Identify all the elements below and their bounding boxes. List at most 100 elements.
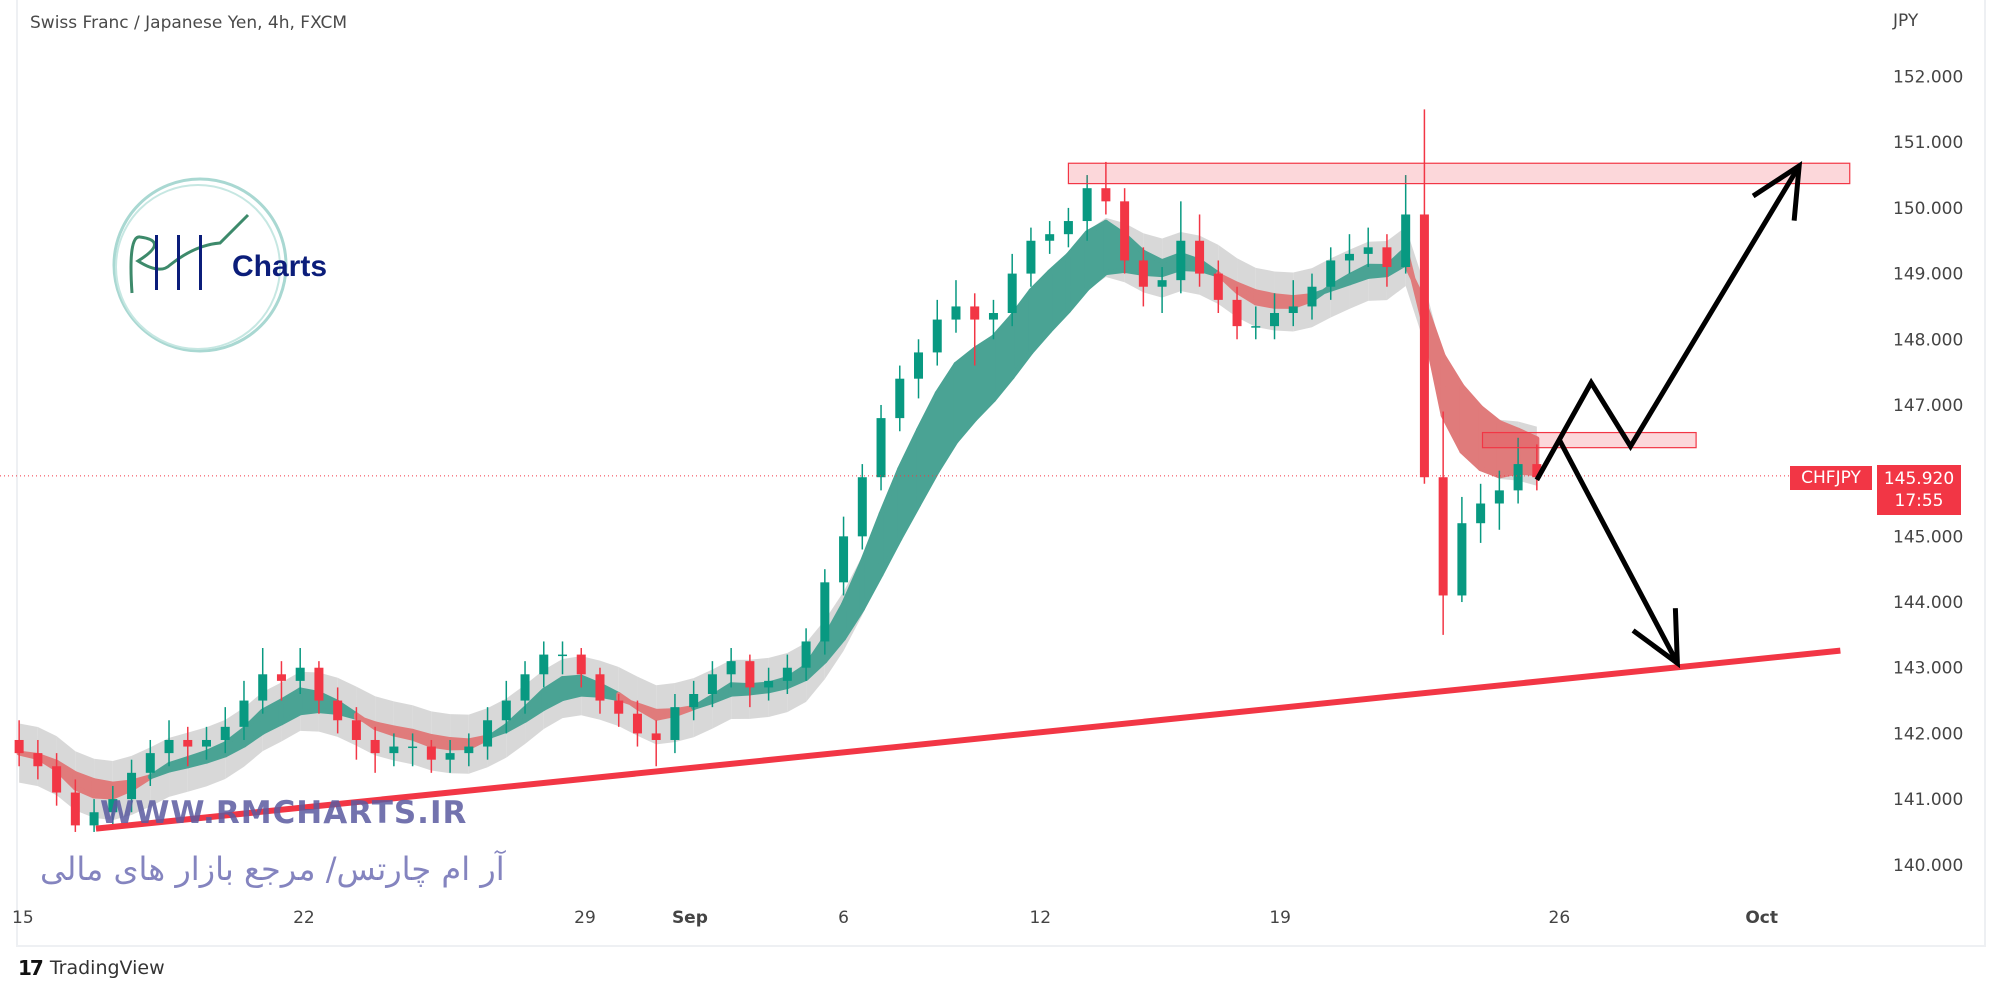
candle-body <box>539 654 549 675</box>
candle-body <box>764 680 774 688</box>
small-resistance-zone <box>1481 431 1697 449</box>
candle-body <box>1513 464 1523 491</box>
candle-body <box>914 352 924 379</box>
ribbon-segment <box>916 390 940 508</box>
candle-body <box>1213 273 1223 300</box>
ribbon-segment <box>1440 353 1465 454</box>
y-tick-label: 150.000 <box>1893 199 1963 219</box>
last-price-value: 145.920 <box>1883 469 1955 489</box>
candle-body <box>1232 299 1242 327</box>
candle-body <box>408 746 418 749</box>
y-tick-label: 149.000 <box>1893 265 1963 285</box>
chart-frame <box>16 0 1986 947</box>
candle-body <box>1344 253 1354 261</box>
candle-body <box>1063 221 1073 235</box>
y-tick-label: 141.000 <box>1893 790 1963 810</box>
tradingview-logo-icon: 17 <box>18 956 44 980</box>
ribbon-segment <box>1253 289 1278 309</box>
y-tick-label: 151.000 <box>1893 133 1963 153</box>
y-tick-label: 143.000 <box>1893 659 1963 679</box>
candle-body <box>632 713 642 734</box>
x-tick-label: 15 <box>12 908 34 928</box>
candle-body <box>89 812 99 826</box>
watermark-persian: آر ام چارتس/ مرجع بازار های مالی <box>40 850 505 888</box>
x-tick-label: 22 <box>293 908 315 928</box>
candle-body <box>1195 240 1205 274</box>
ribbon-segment <box>391 725 416 741</box>
watermark-url: WWW.RMCHARTS.IR <box>100 795 468 831</box>
candle-body <box>33 753 43 767</box>
candle-body <box>1138 260 1148 287</box>
x-tick-label: 26 <box>1549 908 1571 928</box>
candle-body <box>220 726 230 740</box>
candle-body <box>988 313 998 320</box>
candle-body <box>1007 273 1017 314</box>
candle-body <box>1401 214 1411 268</box>
y-tick-label: 148.000 <box>1893 330 1963 350</box>
y-tick-label: 144.000 <box>1893 593 1963 613</box>
candle-body <box>1045 234 1055 241</box>
candle-body <box>839 536 849 583</box>
candle-body <box>1176 240 1186 281</box>
candle-body <box>1101 188 1111 202</box>
candle-body <box>1419 214 1429 478</box>
candle-body <box>1382 247 1392 268</box>
candle-body <box>1438 477 1448 596</box>
candle-body <box>614 700 624 714</box>
x-tick-label: Oct <box>1745 908 1778 928</box>
candle-body <box>1326 260 1336 287</box>
candle-body <box>1363 247 1373 254</box>
support-trendline <box>95 647 1841 832</box>
ribbon-segment <box>428 734 453 751</box>
candle-body <box>820 582 830 642</box>
ribbon-segment <box>1459 383 1484 472</box>
ribbon-segment <box>560 674 584 702</box>
y-tick-label: 142.000 <box>1893 724 1963 744</box>
candle-body <box>1457 523 1467 596</box>
y-tick-label: 140.000 <box>1893 856 1963 876</box>
candle-body <box>1476 503 1486 524</box>
candle-body <box>145 753 155 773</box>
ribbon-segment <box>878 466 903 577</box>
candle-body <box>1270 313 1280 327</box>
rmcharts-logo <box>112 177 288 353</box>
candle-body <box>483 720 493 747</box>
candle-body <box>801 641 811 668</box>
ribbon-segment <box>1365 263 1390 279</box>
tradingview-brand[interactable]: TradingView <box>49 957 165 979</box>
candle-body <box>520 674 530 701</box>
ribbon-segment <box>972 334 996 422</box>
drawings <box>0 160 1872 832</box>
candle-body <box>1532 464 1542 478</box>
candle-body <box>14 739 24 754</box>
candle-body <box>333 700 343 721</box>
candle-body <box>876 418 886 478</box>
candle-body <box>1120 201 1130 261</box>
candle-body <box>1251 326 1261 328</box>
candle-body <box>295 667 305 681</box>
candle-body <box>1082 188 1092 222</box>
x-tick-label: 6 <box>838 908 849 928</box>
footer[interactable]: 17 TradingView <box>18 956 165 980</box>
candle-body <box>951 306 961 320</box>
y-tick-label: 147.000 <box>1893 396 1963 416</box>
x-tick-label: Sep <box>672 908 708 928</box>
axes: JPY 152.000 151.000 150.000 149.000 148.000 14… <box>12 11 1963 928</box>
ribbon-segment <box>934 361 959 474</box>
bearish-scenario-arrow-arrowhead-icon <box>1631 608 1681 669</box>
candle-body <box>1307 286 1317 307</box>
candle-body <box>70 792 80 826</box>
candle-body <box>707 674 717 694</box>
chart-title: Swiss Franc / Japanese Yen, 4h, FXCM <box>30 13 348 33</box>
x-tick-label: 12 <box>1029 908 1051 928</box>
candle-body <box>782 667 792 681</box>
candle-body <box>932 319 942 353</box>
candle-body <box>239 700 249 727</box>
y-tick-label: 152.000 <box>1893 68 1963 88</box>
candle-body <box>445 753 455 760</box>
candle-body <box>52 766 62 793</box>
y-tick-label: 145.000 <box>1893 527 1963 547</box>
candle-body <box>1157 280 1167 287</box>
symbol-label: CHFJPY <box>1790 466 1872 490</box>
